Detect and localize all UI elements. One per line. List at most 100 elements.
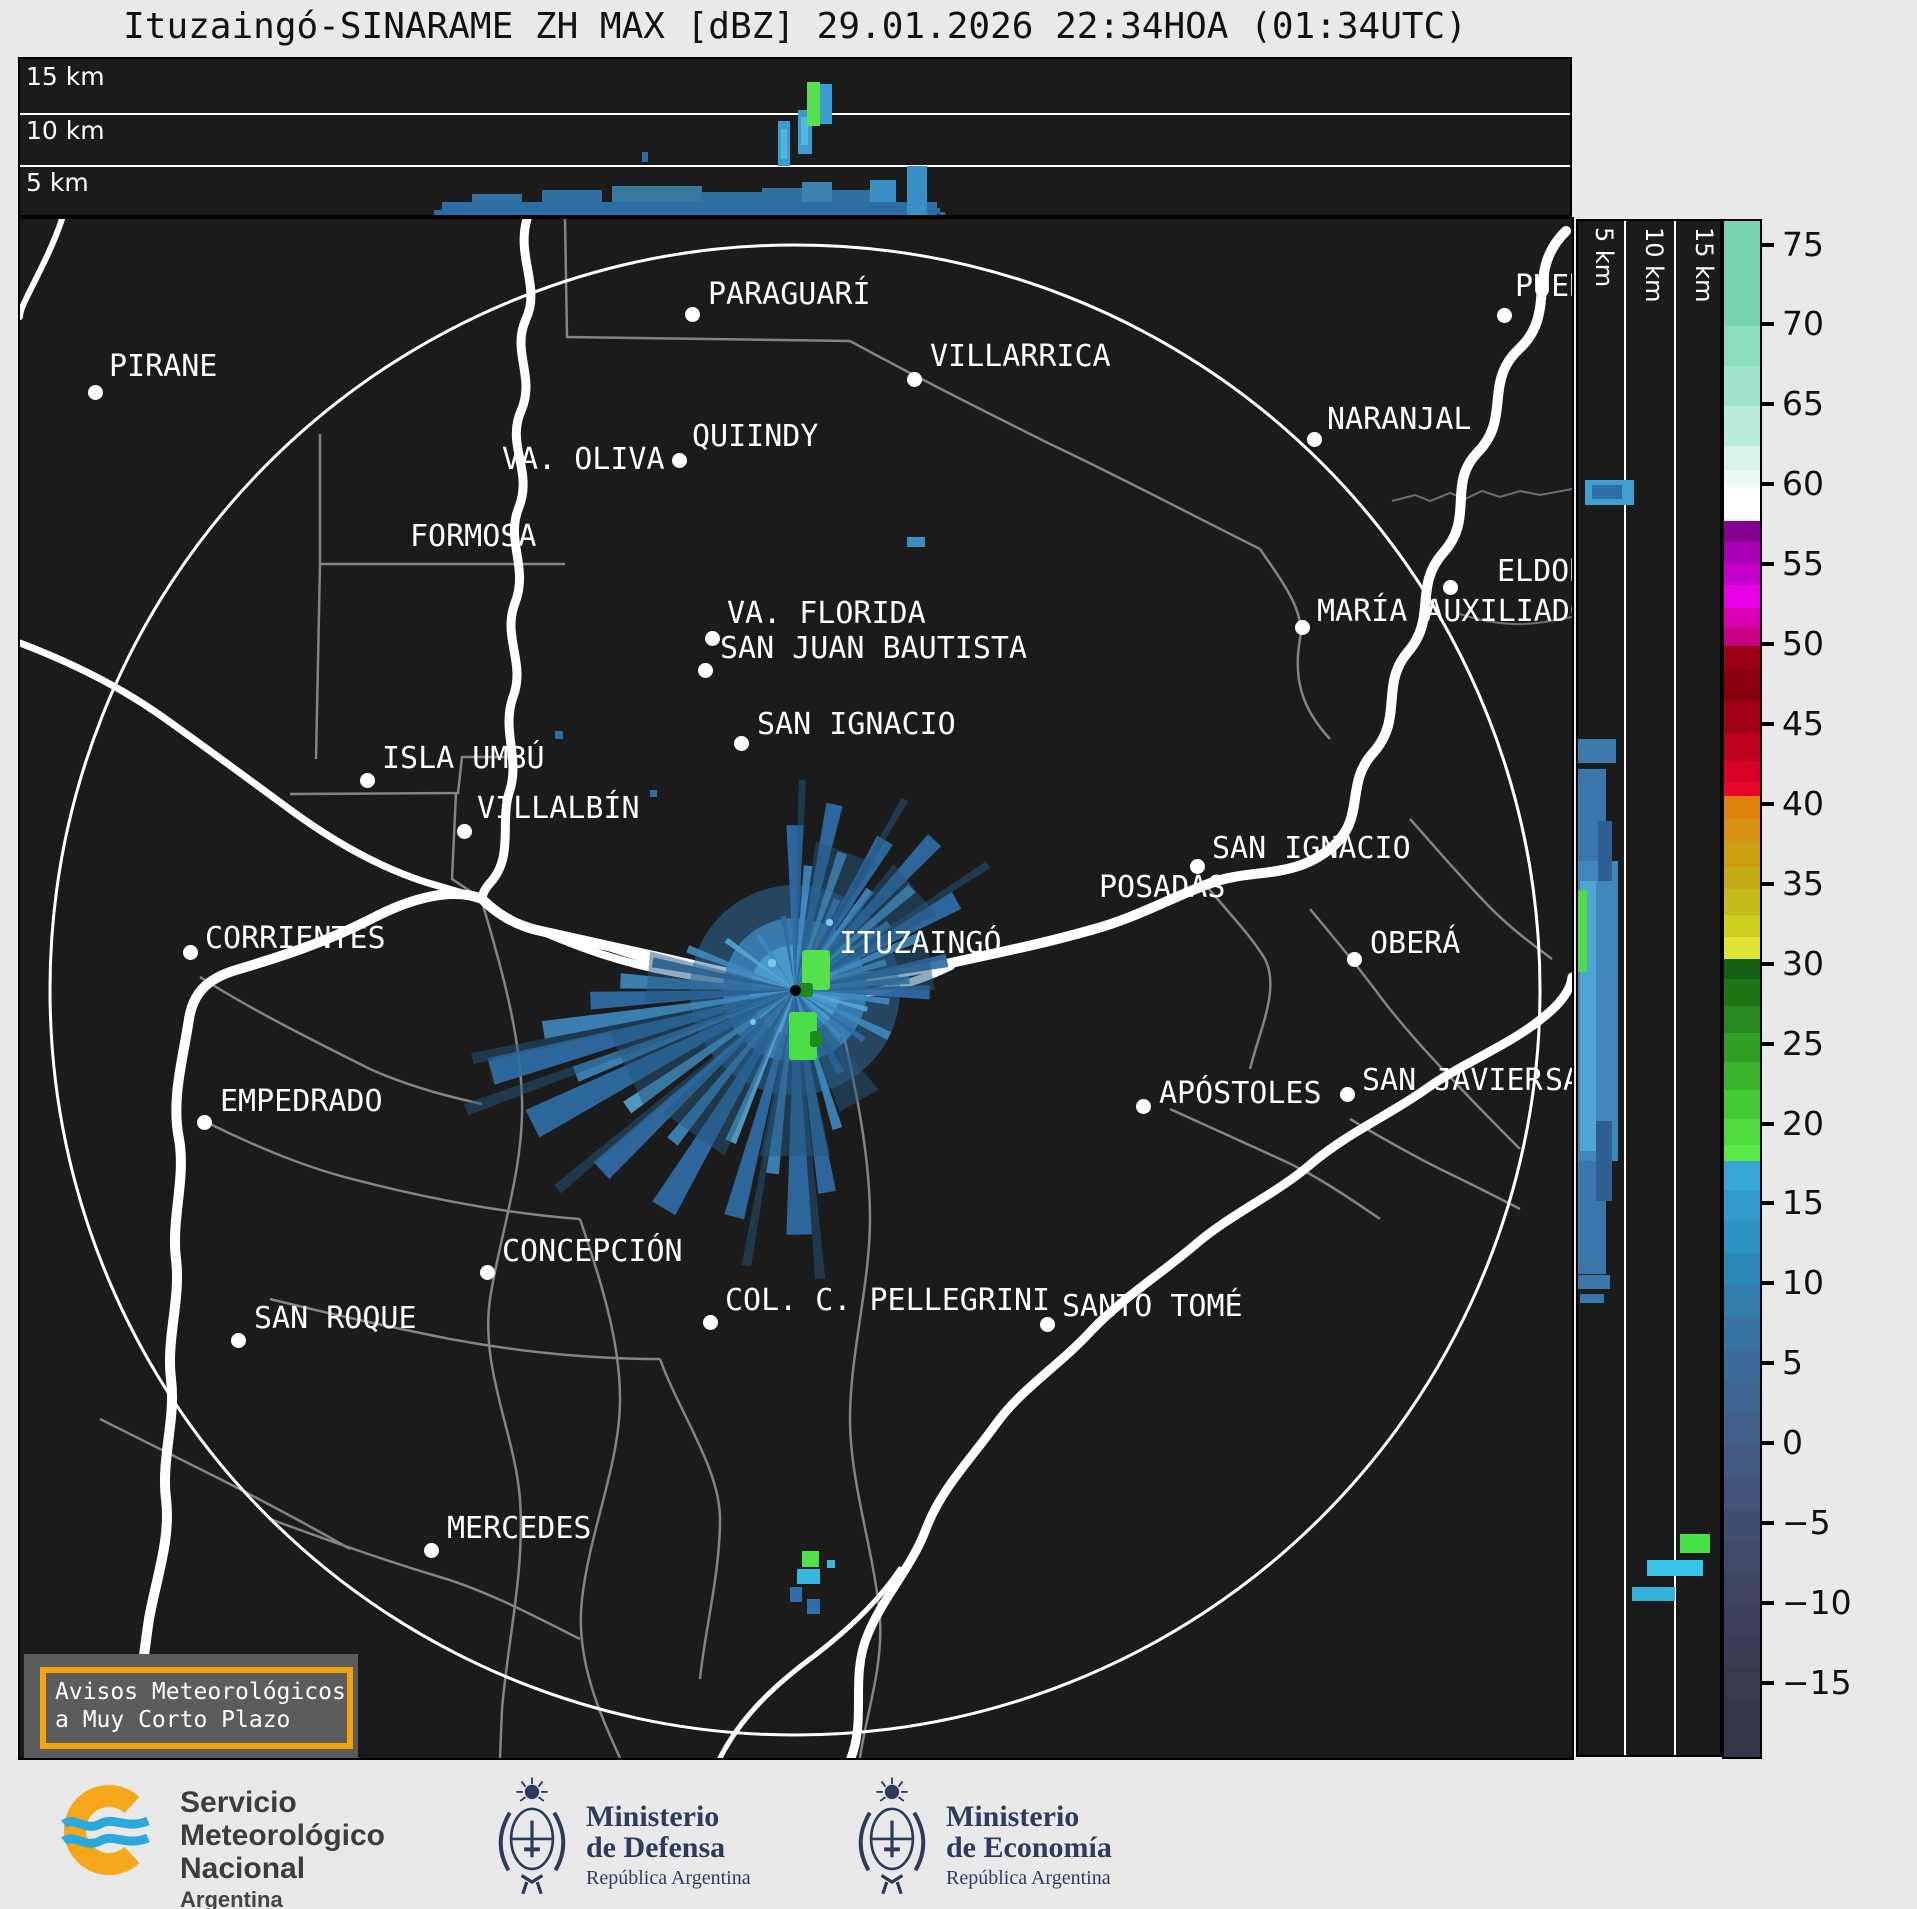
city-label: ELDORADO: [1497, 554, 1572, 589]
colorbar-tick: [1760, 1121, 1774, 1126]
echo-cell: [781, 129, 787, 159]
colorbar-band: [1724, 1189, 1760, 1222]
colorbar-band: [1724, 1285, 1760, 1318]
echo-cell: [1578, 1275, 1610, 1289]
city-label: ISLA UMBÚ: [382, 741, 545, 776]
colorbar-band: [1724, 326, 1760, 367]
city-dot: [231, 1333, 246, 1348]
colorbar-band: [1724, 670, 1760, 703]
city-dot: [88, 385, 103, 400]
colorbar-band: [1724, 1032, 1760, 1062]
right-panel-5km-line: [1624, 221, 1626, 1755]
right-cross-section-panel: 5 km 10 km 15 km: [1576, 219, 1722, 1757]
colorbar-band: [1724, 470, 1760, 487]
admin-boundaries-secondary: [1391, 488, 1572, 626]
radar-range-ring: [48, 243, 1542, 1737]
colorbar-band: [1724, 1413, 1760, 1446]
colorbar-band: [1724, 607, 1760, 627]
city-dot: [1040, 1317, 1055, 1332]
colorbar-tick: [1760, 1680, 1774, 1685]
echo-cell: [802, 1551, 819, 1567]
city-dot: [1443, 580, 1458, 595]
colorbar-band: [1724, 889, 1760, 915]
right-panel-label-15km: 15 km: [1690, 227, 1718, 303]
colorbar-tick-label: 75: [1782, 224, 1824, 264]
colorbar-band: [1724, 1349, 1760, 1382]
page-title: Ituzaingó-SINARAME ZH MAX [dBZ] 29.01.20…: [123, 6, 1467, 47]
city-label: COL. C. PELLEGRINI: [725, 1283, 1051, 1318]
colorbar-band: [1724, 761, 1760, 782]
colorbar-band: [1724, 841, 1760, 867]
colorbar-band: [1724, 1221, 1760, 1254]
city-label: POSADAS: [1099, 870, 1226, 905]
top-panel-label-15km: 15 km: [26, 62, 105, 91]
city-label: CONCEPCIÓN: [502, 1234, 683, 1269]
colorbar-tick: [1760, 562, 1774, 567]
smn-text-2: Meteorológico: [180, 1819, 386, 1852]
echo-cell: [827, 1560, 835, 1568]
city-label: NARANJAL: [1327, 402, 1472, 437]
city-label: MARÍA AUXILIADORA: [1317, 594, 1572, 629]
right-panel-label-5km: 5 km: [1590, 227, 1618, 288]
colorbar-band: [1724, 366, 1760, 407]
city-label: EMPEDRADO: [220, 1084, 383, 1119]
defensa-text-2: de Defensa: [586, 1831, 726, 1864]
city-dot: [1307, 432, 1322, 447]
river-uruguay: [846, 972, 1572, 1758]
echo-cell: [542, 190, 602, 202]
top-panel-label-5km: 5 km: [26, 168, 89, 197]
colorbar-band: [1724, 1090, 1760, 1120]
colorbar-band: [1724, 446, 1760, 471]
city-dot: [183, 945, 198, 960]
colorbar-tick: [1760, 961, 1774, 966]
city-label: MERCEDES: [447, 1511, 592, 1546]
echo-cell: [820, 84, 832, 124]
warnings-line-2: a Muy Corto Plazo: [55, 1707, 291, 1733]
echo-cell: [1580, 1294, 1604, 1303]
colorbar-tick-label: −5: [1782, 1503, 1831, 1543]
river-paraguay: [477, 219, 536, 904]
city-label: CORRIENTES: [205, 921, 386, 956]
colorbar-tick-label: 55: [1782, 544, 1824, 584]
colorbar-band: [1724, 1381, 1760, 1414]
footer-logos: Servicio Meteorológico Nacional Argentin…: [0, 1763, 1917, 1909]
colorbar-band: [1724, 1509, 1760, 1542]
colorbar-tick-label: 5: [1782, 1343, 1803, 1383]
argentina-coat-of-arms-icon: [498, 1777, 566, 1895]
echo-cell: [1632, 1587, 1675, 1601]
warnings-link-box[interactable]: Avisos Meteorológicos a Muy Corto Plazo: [40, 1667, 353, 1749]
river-tributary-west: [20, 639, 486, 903]
colorbar-tick-label: 40: [1782, 783, 1824, 823]
smn-logo-icon: [61, 1785, 150, 1875]
colorbar-band: [1724, 781, 1760, 797]
colorbar-band: [1724, 818, 1760, 842]
top-panel-10km-line: [20, 113, 1570, 115]
economia-text-1: Ministerio: [946, 1800, 1080, 1833]
city-dot: [1340, 1087, 1355, 1102]
defensa-text-1: Ministerio: [586, 1800, 720, 1833]
city-dot: [705, 631, 720, 646]
right-panel-10km-line: [1674, 221, 1676, 1755]
echo-cell: [790, 1587, 802, 1602]
argentina-coat-of-arms-icon: [858, 1777, 926, 1895]
echo-cell: [1578, 739, 1616, 763]
dbz-colorbar: [1722, 219, 1762, 1759]
city-label: APÓSTOLES: [1159, 1076, 1322, 1111]
colorbar-band: [1724, 1445, 1760, 1478]
echo-cell: [702, 192, 762, 202]
colorbar-tick-label: 60: [1782, 464, 1824, 504]
colorbar-tick: [1760, 1281, 1774, 1286]
echo-cell: [801, 117, 808, 145]
colorbar-band: [1724, 936, 1760, 960]
city-dot: [360, 773, 375, 788]
echo-cell: [612, 186, 702, 202]
city-dot: [457, 824, 472, 839]
colorbar-band: [1724, 646, 1760, 671]
echo-cell: [802, 182, 832, 202]
top-panel-label-10km: 10 km: [26, 116, 105, 145]
colorbar-tick-label: 15: [1782, 1183, 1824, 1223]
colorbar-tick: [1760, 402, 1774, 407]
colorbar-band: [1724, 1541, 1760, 1574]
colorbar-tick: [1760, 1441, 1774, 1446]
